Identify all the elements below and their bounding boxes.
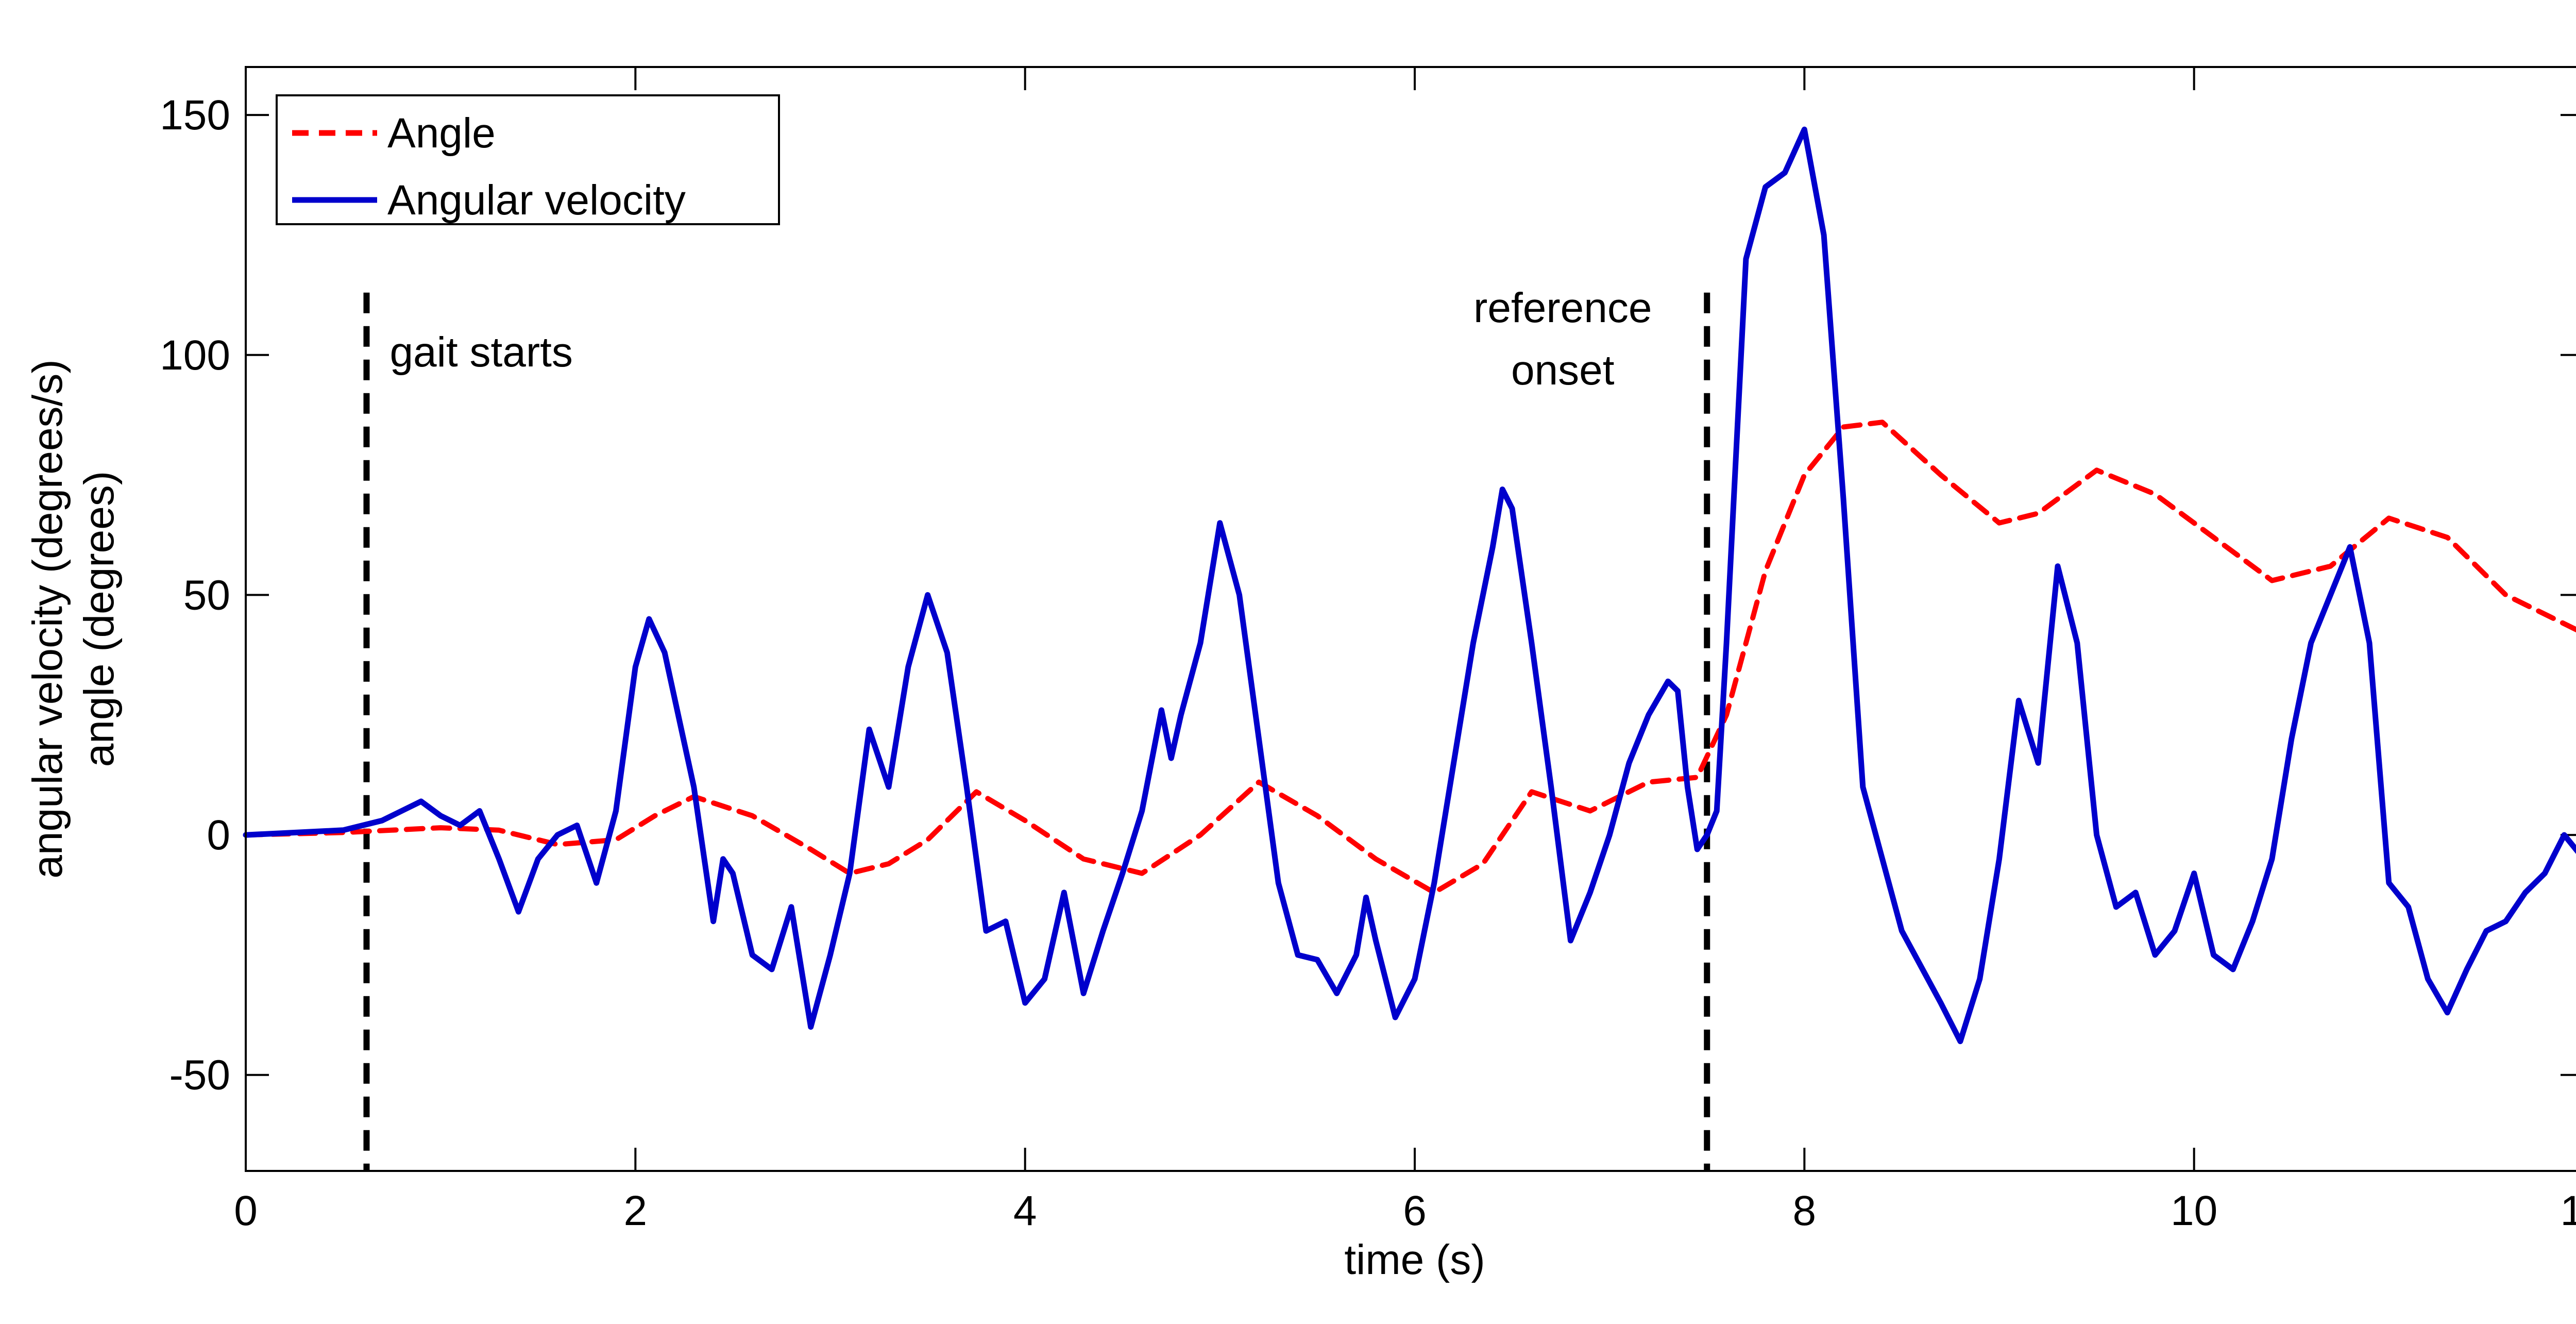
y-tick-label: 50: [183, 572, 230, 618]
plot-border: [245, 66, 2576, 1172]
legend-label-angle: Angle: [387, 110, 496, 157]
x-tick-label: 4: [1013, 1187, 1037, 1234]
annotation-gait-starts: gait starts: [389, 329, 572, 376]
legend: Angle Angular velocity: [276, 94, 780, 225]
x-tick-label: 8: [1793, 1187, 1817, 1234]
annotation-lines: [363, 292, 1710, 1171]
series-layer: [243, 126, 2576, 1044]
x-tick-label: 10: [2171, 1187, 2217, 1234]
annotation-reference-onset-line-2: onset: [1511, 347, 1615, 394]
series-line-angle: [243, 420, 2576, 895]
x-tick-label: 0: [234, 1187, 258, 1234]
series-line-angular-velocity: [243, 126, 2576, 1044]
y-tick-label: -50: [169, 1052, 230, 1099]
x-axis-ticks: 0 2 4 6 8 10 12: [234, 67, 2576, 1234]
y-tick-label: 0: [207, 812, 230, 859]
y-tick-label: 100: [160, 332, 230, 379]
y-tick-label: 150: [160, 92, 230, 139]
legend-label-angular-velocity: Angular velocity: [387, 177, 686, 224]
y-axis-label-line-2: angle (degrees): [76, 471, 123, 767]
x-tick-label: 2: [624, 1187, 648, 1234]
x-axis-label: time (s): [1344, 1236, 1485, 1283]
x-tick-label: 12: [2560, 1187, 2576, 1234]
x-tick-label: 6: [1403, 1187, 1427, 1234]
y-axis-label-line-1: angular velocity (degrees/s): [24, 359, 71, 878]
annotation-reference-onset-line-1: reference: [1473, 284, 1652, 331]
y-axis-ticks: -50 0 50 100 150: [160, 92, 2576, 1099]
